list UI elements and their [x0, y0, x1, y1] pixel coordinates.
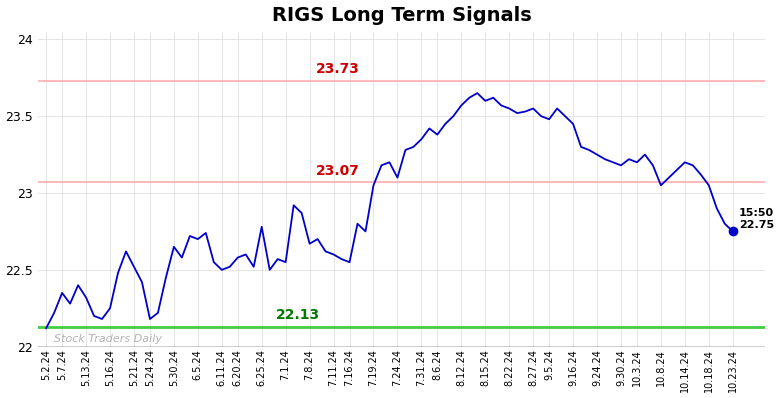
Text: 15:50
22.75: 15:50 22.75 [739, 208, 775, 230]
Text: 22.13: 22.13 [276, 308, 320, 322]
Text: 23.73: 23.73 [316, 62, 360, 76]
Text: Stock Traders Daily: Stock Traders Daily [54, 334, 162, 344]
Title: RIGS Long Term Signals: RIGS Long Term Signals [271, 6, 532, 25]
Text: 23.07: 23.07 [316, 164, 360, 178]
